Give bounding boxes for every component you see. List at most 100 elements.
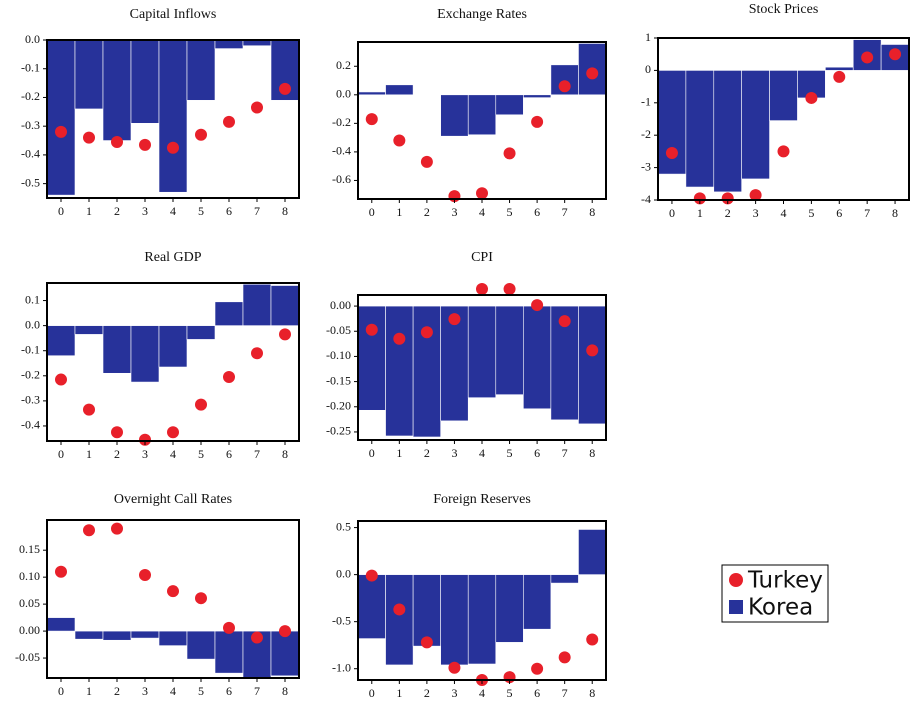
dot bbox=[558, 651, 571, 664]
bar bbox=[46, 617, 76, 632]
x-tick-label: 7 bbox=[254, 684, 260, 698]
bar bbox=[242, 283, 272, 326]
bar bbox=[385, 574, 414, 666]
plot-frame bbox=[46, 519, 300, 679]
x-tick-label: 8 bbox=[589, 205, 595, 219]
bar bbox=[385, 84, 414, 96]
bar bbox=[186, 325, 216, 340]
bar bbox=[102, 630, 132, 641]
x-tick-label: 3 bbox=[753, 206, 759, 220]
bar bbox=[550, 574, 579, 584]
y-tick-label: 0.0 bbox=[336, 87, 351, 101]
bar bbox=[769, 70, 798, 121]
y-tick-label: -0.1 bbox=[21, 60, 40, 74]
y-tick-label: -1.0 bbox=[332, 660, 351, 674]
x-tick-label: 0 bbox=[58, 447, 64, 461]
chart-title: Foreign Reserves bbox=[433, 492, 531, 507]
x-tick-label: 8 bbox=[282, 447, 288, 461]
y-tick-label: -0.05 bbox=[15, 650, 40, 664]
bar bbox=[46, 39, 76, 196]
dot bbox=[365, 113, 378, 126]
bar bbox=[685, 70, 715, 188]
bar bbox=[186, 39, 216, 101]
y-tick-label: -0.3 bbox=[21, 393, 40, 407]
bar bbox=[440, 305, 469, 422]
y-tick-label: 0.2 bbox=[336, 58, 351, 72]
x-tick-label: 1 bbox=[396, 205, 402, 219]
bar bbox=[74, 630, 104, 640]
legend-marker bbox=[729, 573, 743, 587]
dot bbox=[223, 115, 235, 128]
bar bbox=[495, 305, 524, 395]
x-tick-label: 2 bbox=[114, 204, 120, 218]
dot bbox=[83, 403, 95, 416]
y-tick-label: -0.5 bbox=[21, 175, 40, 189]
dot bbox=[111, 135, 123, 148]
x-tick-label: 0 bbox=[58, 684, 64, 698]
dot bbox=[365, 323, 378, 336]
plot-frame bbox=[357, 520, 607, 681]
dot bbox=[889, 48, 902, 61]
dot bbox=[393, 134, 406, 147]
x-tick-label: 1 bbox=[396, 686, 402, 700]
x-tick-label: 1 bbox=[86, 204, 92, 218]
x-tick-label: 0 bbox=[369, 446, 375, 460]
x-tick-label: 5 bbox=[507, 686, 513, 700]
x-tick-label: 5 bbox=[198, 684, 204, 698]
dot bbox=[111, 426, 123, 439]
y-tick-label: 0 bbox=[645, 62, 651, 76]
y-tick-label: -0.4 bbox=[332, 144, 351, 158]
bar bbox=[130, 325, 160, 383]
bar bbox=[158, 325, 188, 368]
x-tick-label: 8 bbox=[282, 204, 288, 218]
dot bbox=[111, 522, 123, 535]
bar bbox=[467, 94, 497, 136]
dot bbox=[365, 569, 378, 582]
plot-frame bbox=[46, 282, 300, 442]
x-tick-label: 2 bbox=[725, 206, 731, 220]
bar bbox=[214, 301, 244, 326]
dot bbox=[167, 426, 179, 439]
plot-frame bbox=[46, 39, 300, 199]
panel: Overnight Call Rates 0.15 0.10 0.05 0.00 -0.0… bbox=[15, 492, 300, 698]
dot bbox=[393, 332, 406, 345]
x-tick-label: 1 bbox=[396, 446, 402, 460]
bar bbox=[357, 91, 386, 96]
dot bbox=[503, 282, 516, 295]
x-tick-label: 8 bbox=[589, 446, 595, 460]
dot bbox=[476, 187, 488, 200]
y-tick-label: 0.5 bbox=[336, 519, 351, 533]
x-tick-label: 7 bbox=[562, 686, 568, 700]
bar bbox=[130, 39, 160, 124]
x-tick-label: 4 bbox=[170, 204, 176, 218]
bar bbox=[46, 325, 76, 357]
dot bbox=[665, 147, 678, 160]
y-tick-label: 1 bbox=[645, 30, 651, 44]
panel: Foreign Reserves 0.5 0.0 -0.5 -1.0 0 1 2 3 4 5 6 7 8 bbox=[332, 492, 607, 700]
dot bbox=[420, 636, 433, 649]
chart-title: Exchange Rates bbox=[437, 7, 527, 22]
bar bbox=[214, 39, 244, 49]
dot bbox=[167, 141, 179, 154]
dot bbox=[393, 603, 406, 616]
bar bbox=[270, 285, 300, 326]
dot bbox=[195, 592, 207, 605]
bar bbox=[713, 70, 742, 193]
x-tick-label: 4 bbox=[479, 446, 485, 460]
bar bbox=[578, 305, 607, 425]
y-tick-label: -0.2 bbox=[21, 368, 40, 382]
bar bbox=[440, 94, 469, 137]
x-tick-label: 7 bbox=[864, 206, 870, 220]
x-tick-label: 4 bbox=[170, 447, 176, 461]
y-tick-label: -0.25 bbox=[326, 424, 351, 438]
dot bbox=[279, 328, 291, 341]
x-tick-label: 3 bbox=[451, 205, 457, 219]
y-tick-label: -0.5 bbox=[332, 613, 351, 627]
y-tick-label: 0.1 bbox=[25, 292, 40, 306]
dot bbox=[558, 80, 571, 93]
x-tick-label: 4 bbox=[170, 684, 176, 698]
dot bbox=[167, 585, 179, 598]
dot bbox=[139, 433, 151, 446]
y-tick-label: -0.4 bbox=[21, 418, 40, 432]
